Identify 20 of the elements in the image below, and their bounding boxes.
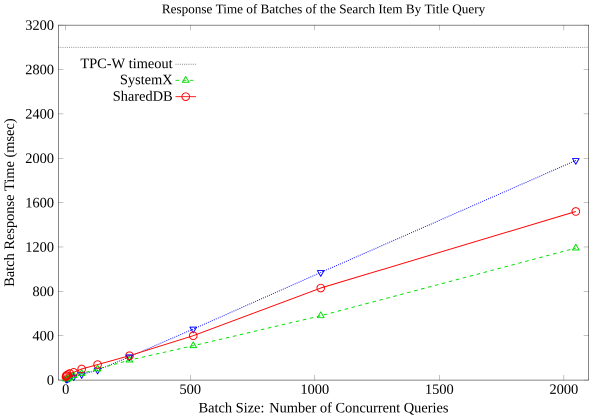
legend-label: SystemX [120,74,172,88]
y-tick-label: 400 [32,331,54,341]
y-tick-label: 1600 [26,198,54,208]
legend-label: TPC-W timeout [80,58,173,68]
y-axis-title: Batch Response Time (msec) [4,119,18,287]
x-tick-label: 1000 [302,384,329,394]
y-tick-label: 0 [47,375,54,386]
y-tick-label: 800 [32,286,54,296]
x-tick-label: 500 [180,384,200,394]
y-tick-label: 1200 [26,242,54,252]
chart-title: Response Time of Batches of the Search Item By Title Query [162,4,486,16]
x-tick-label: 2000 [550,384,578,394]
y-tick-label: 2000 [26,154,54,164]
x-tick-label: 1500 [426,384,454,394]
y-tick-label: 2800 [26,64,54,75]
y-tick-label: 3200 [26,20,54,30]
legend-label: SharedDB [114,90,172,102]
x-tick-label: 0 [62,384,69,394]
x-axis-title: Batch Size: Number of Concurrent Queries [198,402,448,415]
y-tick-label: 2400 [26,109,54,119]
